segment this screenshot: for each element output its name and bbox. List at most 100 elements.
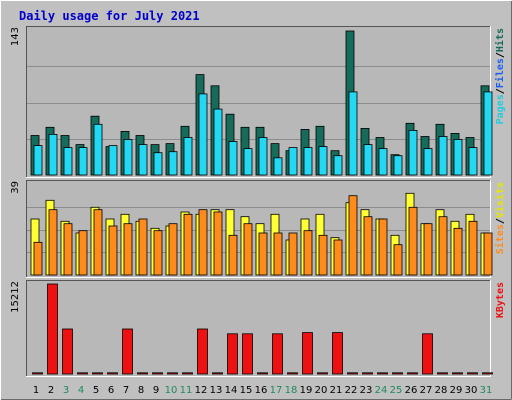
bar-sites-day-21 [333, 239, 343, 276]
bar-kbytes-day-21 [332, 332, 343, 375]
x-tick-label: 30 [465, 385, 478, 396]
bar-sites-day-7 [123, 223, 133, 276]
bar-kbytes-day-30 [467, 372, 478, 375]
bar-sites-day-20 [318, 234, 328, 276]
bar-sites-day-1 [33, 241, 43, 276]
bar-files-day-27 [423, 148, 433, 176]
bar-sites-day-9 [153, 230, 163, 276]
bar-sites-day-22 [348, 195, 358, 276]
x-tick-label: 9 [153, 385, 159, 396]
bar-kbytes-day-24 [377, 372, 388, 375]
series-legend-label: Pages/Files/Hits [494, 28, 506, 124]
bar-kbytes-day-3 [62, 328, 73, 375]
bar-kbytes-day-27 [422, 333, 433, 375]
plot-area [26, 280, 491, 377]
chart-title: Daily usage for July 2021 [19, 9, 200, 23]
x-tick-label: 7 [123, 385, 129, 396]
bar-files-day-14 [228, 141, 238, 176]
bar-kbytes-day-10 [167, 372, 178, 375]
bar-sites-day-14 [228, 234, 238, 276]
x-axis-labels: 1 2 3 4 5 6 7 8 9 10 11 12 13 14 15 16 17 18 19 20 21 22 23 24 2… [33, 385, 493, 396]
bar-kbytes-day-9 [152, 372, 163, 375]
x-tick-label: 18 [285, 385, 298, 396]
bar-sites-day-3 [63, 223, 73, 276]
bar-kbytes-day-28 [437, 372, 448, 375]
bar-sites-day-31 [483, 232, 493, 276]
bar-sites-day-12 [198, 209, 208, 276]
bar-kbytes-day-12 [197, 328, 208, 375]
bar-files-day-7 [123, 139, 133, 176]
bar-kbytes-day-6 [107, 372, 118, 375]
x-tick-label: 1 [33, 385, 39, 396]
x-tick-label: 21 [330, 385, 343, 396]
bar-sites-day-11 [183, 213, 193, 276]
panel-visits-sites: 39 Sites/Visits [10, 180, 506, 278]
bar-files-day-1 [33, 145, 43, 176]
bar-kbytes-day-15 [242, 333, 253, 375]
x-tick-label: 29 [450, 385, 463, 396]
bar-kbytes-day-16 [257, 372, 268, 375]
bar-kbytes-day-8 [137, 372, 148, 375]
legend-part: KBytes [495, 282, 506, 318]
bar-sites-day-8 [138, 218, 148, 276]
y-max-label: 143 [10, 27, 21, 46]
bar-files-day-15 [243, 148, 253, 176]
bar-files-day-23 [363, 144, 373, 176]
bar-sites-day-18 [288, 232, 298, 276]
bar-sites-day-2 [48, 209, 58, 276]
bar-files-day-26 [408, 129, 418, 176]
bar-kbytes-day-18 [287, 372, 298, 375]
bar-kbytes-day-29 [452, 372, 463, 375]
bar-kbytes-day-11 [182, 372, 193, 375]
bar-sites-day-28 [438, 216, 448, 276]
bar-sites-day-17 [273, 232, 283, 276]
bar-files-day-2 [48, 133, 58, 176]
x-tick-label: 16 [255, 385, 268, 396]
x-tick-label: 27 [420, 385, 433, 396]
bar-files-day-30 [468, 147, 478, 176]
x-tick-label: 28 [435, 385, 448, 396]
legend-part: Sites [494, 224, 506, 254]
bar-files-day-24 [378, 148, 388, 176]
bar-kbytes-day-22 [347, 372, 358, 375]
legend-part: Files [494, 58, 506, 88]
bar-files-day-11 [183, 137, 193, 176]
x-tick-label: 10 [165, 385, 178, 396]
x-tick-label: 8 [138, 385, 144, 396]
bar-files-day-10 [168, 151, 178, 176]
bar-sites-day-23 [363, 216, 373, 276]
bar-files-day-25 [393, 155, 403, 176]
x-tick-label: 12 [195, 385, 208, 396]
bar-files-day-28 [438, 136, 448, 176]
x-tick-label: 6 [108, 385, 114, 396]
bar-files-day-20 [318, 146, 328, 176]
bar-sites-day-29 [453, 227, 463, 276]
bar-kbytes-day-4 [77, 372, 88, 375]
x-tick-label: 26 [405, 385, 418, 396]
bar-sites-day-6 [108, 225, 118, 276]
bar-files-day-8 [138, 144, 148, 176]
bar-kbytes-day-20 [317, 372, 328, 375]
bar-kbytes-day-19 [302, 332, 313, 375]
bar-kbytes-day-26 [407, 372, 418, 375]
bar-kbytes-day-25 [392, 372, 403, 375]
series-legend-label: KBytes [495, 282, 506, 318]
bar-files-day-16 [258, 137, 268, 176]
legend-part: / [495, 218, 506, 224]
x-tick-label: 11 [180, 385, 193, 396]
bar-sites-day-25 [393, 244, 403, 276]
legend-part: Hits [494, 28, 506, 52]
bar-kbytes-day-1 [32, 372, 43, 375]
x-tick-label: 4 [78, 385, 84, 396]
y-max-label: 15212 [10, 281, 21, 313]
bar-kbytes-day-2 [47, 283, 58, 375]
x-tick-label: 31 [480, 385, 493, 396]
bar-files-day-3 [63, 147, 73, 176]
bar-sites-day-16 [258, 232, 268, 276]
bar-sites-day-4 [78, 230, 88, 276]
x-tick-label: 20 [315, 385, 328, 396]
panel-kbytes: 15212 KBytes [10, 280, 506, 377]
x-tick-label: 3 [63, 385, 69, 396]
